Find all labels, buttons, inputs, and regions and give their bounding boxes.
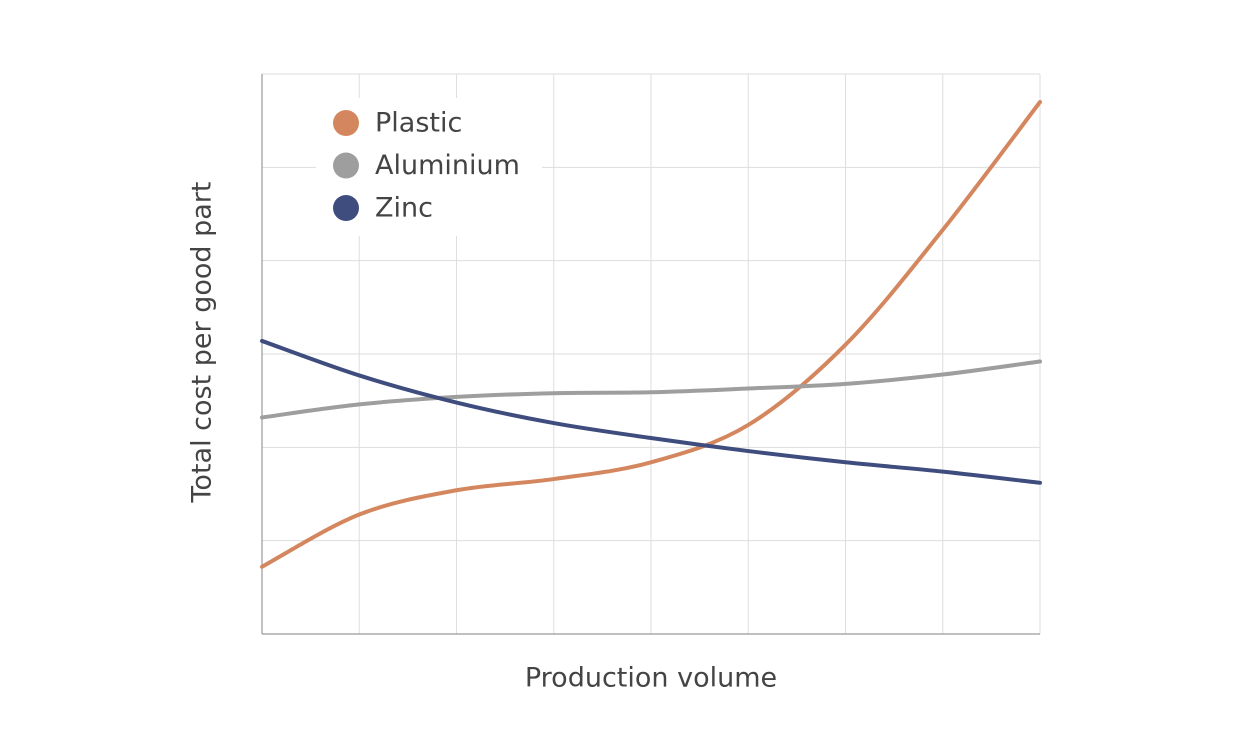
legend-marker: [333, 152, 359, 179]
line-series: [260, 338, 1042, 485]
legend-label: Plastic: [375, 108, 462, 139]
x-axis-label: Production volume: [525, 663, 777, 694]
legend-marker: [333, 195, 359, 221]
legend-marker: [333, 110, 359, 136]
line-series: [260, 100, 1042, 569]
y-axis-label: Total cost per good part: [187, 182, 218, 504]
legend-label: Zinc: [375, 193, 433, 224]
line-series: [260, 359, 1042, 420]
legend: Plastic Aluminium Zinc: [316, 98, 542, 236]
legend-label: Aluminium: [375, 150, 520, 181]
